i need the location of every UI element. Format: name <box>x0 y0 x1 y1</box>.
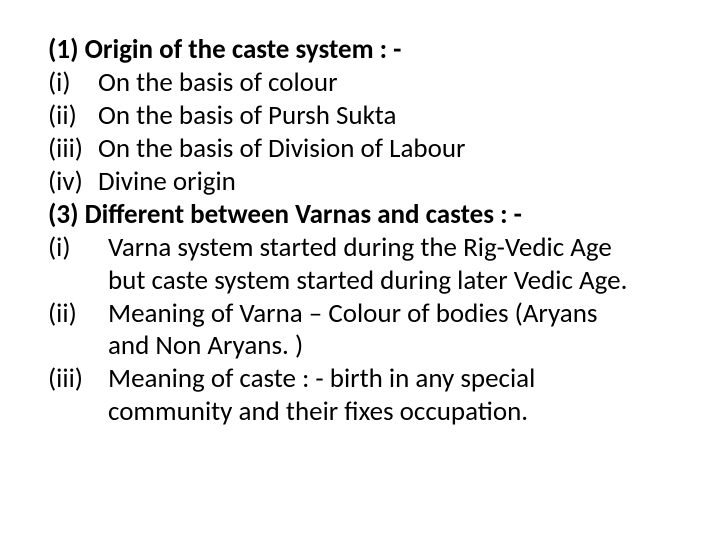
list-text: Meaning of caste : - birth in any specia… <box>108 363 670 396</box>
list-text: Varna system started during the Rig-Vedi… <box>108 232 670 265</box>
list-text: On the basis of colour <box>98 67 670 100</box>
list-text: Divine origin <box>98 166 670 199</box>
section-1-item-iv: (iv) Divine origin <box>48 166 670 199</box>
list-marker: (ii) <box>48 100 98 133</box>
section-3-heading: (3) Different between Varnas and castes … <box>48 199 670 232</box>
list-text: On the basis of Division of Labour <box>98 133 670 166</box>
list-marker: (ii) <box>48 298 108 331</box>
section-3-item-ii: (ii) Meaning of Varna – Colour of bodies… <box>48 298 670 331</box>
list-text: Meaning of Varna – Colour of bodies (Ary… <box>108 298 670 331</box>
list-text: On the basis of Pursh Sukta <box>98 100 670 133</box>
section-3-item-iii: (iii) Meaning of caste : - birth in any … <box>48 363 670 396</box>
list-marker: (i) <box>48 232 108 265</box>
section-1-heading: (1) Origin of the caste system : - <box>48 34 670 67</box>
section-3-item-i: (i) Varna system started during the Rig-… <box>48 232 670 265</box>
document-body: (1) Origin of the caste system : - (i) O… <box>48 34 670 429</box>
list-marker: (iii) <box>48 363 108 396</box>
list-marker: (iii) <box>48 133 98 166</box>
list-text-continuation: community and their fixes occupation. <box>48 396 670 429</box>
list-text-continuation: but caste system started during later Ve… <box>48 265 670 298</box>
section-1-item-iii: (iii) On the basis of Division of Labour <box>48 133 670 166</box>
section-1-item-i: (i) On the basis of colour <box>48 67 670 100</box>
section-1-item-ii: (ii) On the basis of Pursh Sukta <box>48 100 670 133</box>
list-marker: (iv) <box>48 166 98 199</box>
list-text-continuation: and Non Aryans. ) <box>48 330 670 363</box>
list-marker: (i) <box>48 67 98 100</box>
